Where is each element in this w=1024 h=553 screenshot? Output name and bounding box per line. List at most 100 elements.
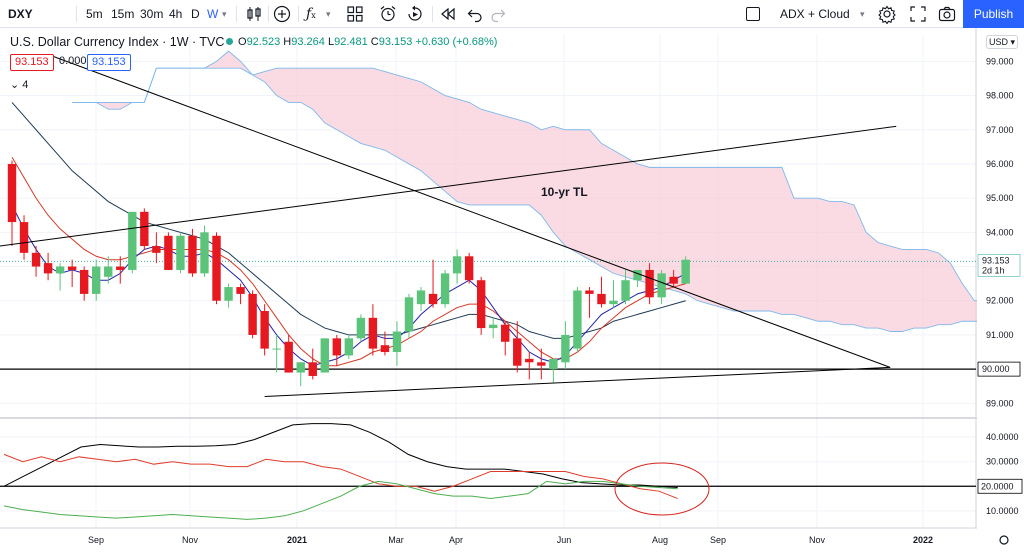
trendlines — [0, 54, 897, 397]
candle-body — [669, 276, 678, 284]
candle-body — [212, 235, 221, 301]
candle-body — [368, 317, 378, 349]
candle-body — [248, 293, 257, 335]
candle-body — [489, 324, 498, 329]
fullscreen-icon[interactable] — [908, 4, 928, 24]
indicators-fx-icon[interactable]: ƒx — [306, 6, 316, 22]
price-tick-label: 95.000 — [986, 193, 1014, 203]
bar-countdown-label: 2d 1h — [982, 265, 1005, 275]
market-status-icon — [226, 38, 233, 45]
indicators-collapse-toggle[interactable]: ⌄ 4 — [10, 79, 29, 91]
candle-body — [31, 252, 41, 267]
template-dropdown-icon[interactable]: ▾ — [860, 9, 865, 19]
price-tick-label: 89.000 — [986, 398, 1014, 408]
trendline — [0, 125, 897, 247]
price-axis-background — [977, 28, 1024, 553]
interval-dropdown-icon[interactable]: ▾ — [222, 9, 227, 19]
time-tick-label: Jun — [557, 535, 572, 545]
candle-body — [272, 348, 281, 350]
time-tick-label: Sep — [710, 535, 726, 545]
compare-add-icon[interactable] — [272, 4, 292, 24]
chart-legend-title[interactable]: U.S. Dollar Currency Index · 1W · TVC — [10, 35, 225, 49]
candle-body — [621, 280, 630, 301]
interval-5m[interactable]: 5m — [86, 7, 103, 21]
cloud-span-a-line — [72, 67, 1023, 302]
candles-chart-type-icon[interactable] — [244, 4, 264, 24]
candle-body — [19, 222, 29, 253]
candle-body — [657, 273, 666, 298]
time-tick-label: Nov — [809, 535, 826, 545]
undo-icon[interactable] — [465, 4, 485, 24]
indicator-template-label[interactable]: ADX + Cloud — [780, 7, 850, 21]
indicators-dropdown-icon[interactable]: ▾ — [326, 9, 331, 19]
interval-d[interactable]: D — [191, 7, 200, 21]
time-tick-label: Aug — [652, 535, 668, 545]
candle-body — [476, 280, 486, 329]
ohlc-values: O92.523 H93.264 L92.481 C93.153 +0.630 (… — [238, 36, 498, 48]
price-tick-label: 92.000 — [986, 296, 1014, 306]
price-tick-label: 91.000 — [986, 330, 1014, 340]
settings-gear-icon[interactable] — [877, 4, 897, 24]
candle-body — [224, 287, 233, 301]
currency-select[interactable]: USD ▾ — [986, 35, 1018, 49]
symbol-search[interactable]: DXY — [8, 7, 33, 21]
chevron-down-icon: ⌄ — [10, 79, 20, 91]
toolbar-divider — [432, 6, 433, 22]
toolbar-divider — [298, 6, 299, 22]
candle-body — [284, 341, 293, 373]
layout-select-icon[interactable] — [746, 7, 760, 21]
candle-body — [128, 211, 137, 270]
candle-body — [43, 263, 53, 274]
interval-15m[interactable]: 15m — [111, 7, 135, 21]
candle-body — [332, 338, 342, 356]
interval-30m[interactable]: 30m — [140, 7, 164, 21]
chevron-down-icon: ▾ — [1010, 37, 1016, 47]
candle-body — [200, 232, 209, 274]
candle-body — [380, 345, 390, 353]
candle-body — [645, 269, 654, 298]
time-tick-label: 2022 — [913, 535, 933, 545]
trendline-annotation[interactable]: 10-yr TL — [541, 185, 588, 199]
rewind-icon[interactable] — [437, 4, 457, 24]
candle-body — [116, 266, 125, 270]
hline-label: 90.000 — [982, 364, 1010, 374]
price-tick-label: 98.000 — [986, 91, 1014, 101]
candle-body — [140, 211, 149, 247]
interval-w[interactable]: W — [207, 7, 219, 21]
toolbar-divider — [76, 6, 77, 22]
candle-body — [633, 269, 642, 281]
snapshot-camera-icon[interactable] — [937, 4, 957, 24]
candle-body — [104, 266, 113, 277]
candle-body — [464, 256, 474, 281]
publish-button[interactable]: Publish — [963, 0, 1024, 28]
candle-body — [92, 266, 101, 294]
kijun-line — [11, 156, 686, 367]
horizontal-lines — [0, 260, 976, 370]
candle-body — [525, 358, 534, 363]
candle-body — [561, 334, 570, 363]
time-tick-label: Mar — [388, 535, 404, 545]
last-price-label-box — [977, 254, 1021, 277]
candle-body — [404, 297, 414, 332]
cloud-span-b-line — [72, 50, 1023, 332]
di-minus-line — [3, 453, 678, 500]
candle-body — [188, 235, 197, 274]
bar-replay-icon[interactable] — [405, 4, 425, 24]
candle-body — [428, 293, 438, 305]
toolbar-divider — [236, 6, 237, 22]
price-tick-label: 99.000 — [986, 56, 1014, 66]
adx-hline-label-box — [977, 478, 1023, 494]
candle-body — [344, 338, 354, 356]
candle-body — [260, 310, 269, 349]
indicator-value-zero: 0.000 — [59, 55, 87, 67]
redo-icon[interactable] — [488, 4, 508, 24]
alert-icon[interactable] — [378, 4, 398, 24]
candle-body — [452, 256, 462, 274]
candle-body — [609, 300, 618, 305]
candle-body — [681, 259, 690, 284]
candle-body — [356, 317, 366, 339]
interval-4h[interactable]: 4h — [169, 7, 183, 21]
candle-body — [236, 287, 245, 294]
templates-icon[interactable] — [345, 4, 365, 24]
